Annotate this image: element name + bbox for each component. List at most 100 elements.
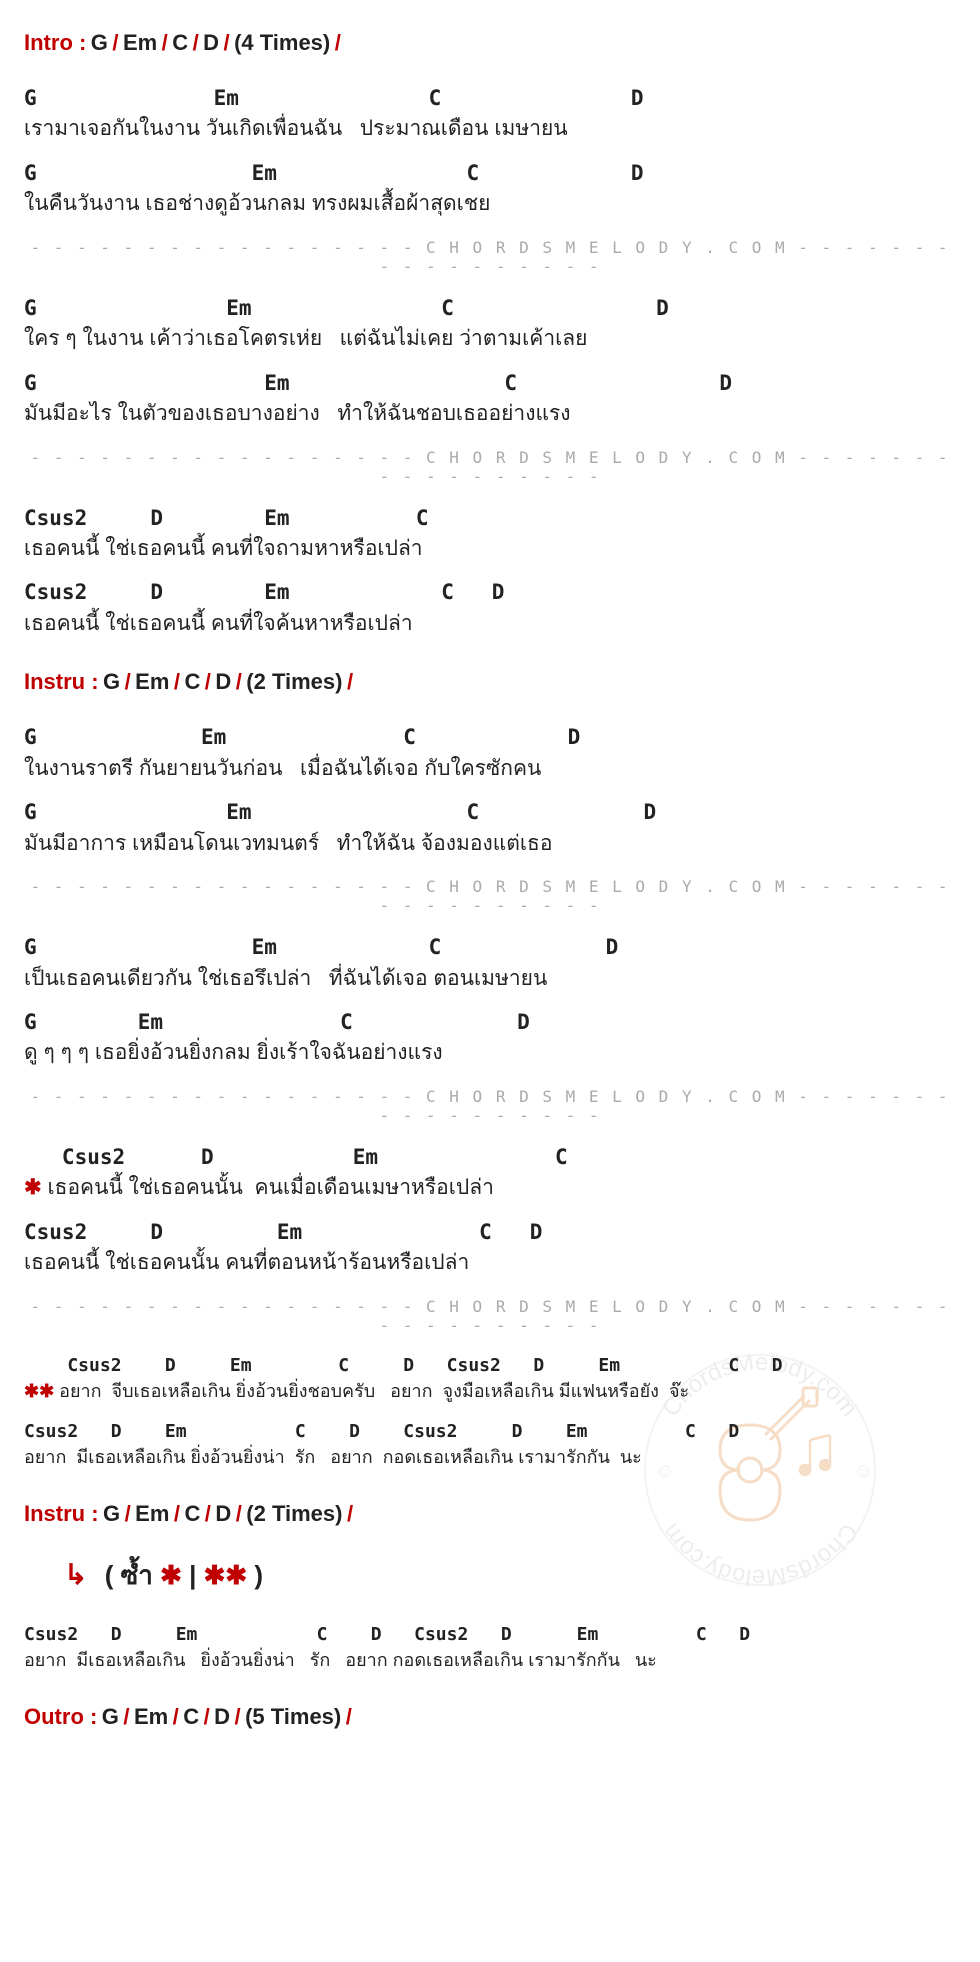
repeat-star2: ✱✱ [204,1560,248,1590]
intro-chord-6: D [203,30,219,55]
verse1-lyric-0: เรามาเจอกันในงาน วันเกิดเพื่อนฉัน ประมาณ… [24,113,956,145]
verse4-chords-0: G Em C D [24,933,956,962]
verse3-block: G Em C D ในงานราตรี กันยายนวันก่อน เมื่อ… [24,723,956,859]
repeat-section: ↳ ( ซ้ำ ✱ | ✱✱ ) [64,1555,956,1596]
instru1-chord-4: C [184,669,200,694]
final-block: Csus2 D Em C D Csus2 D Em C D อยาก มีเธอ… [24,1622,956,1674]
intro-slash-9: / [335,30,341,55]
outro-chord-0: G [102,1704,119,1729]
intro-chord-8: (4 Times) [234,30,330,55]
verse4-lyric-0: เป็นเธอคนเดียวกัน ใช่เธอรึเปล่า ที่ฉันได… [24,963,956,995]
outro-chord-8: (5 Times) [245,1704,341,1729]
repeat-star1: ✱ [160,1560,182,1590]
divider-2: - - - - - - - - - - - - - - - - - C H O … [24,448,956,486]
instru1-slash-9: / [347,669,353,694]
instru2-chord-8: (2 Times) [246,1501,342,1526]
intro-section: Intro : G / Em / C / D / (4 Times) / [24,30,956,56]
verse2-chords-0: G Em C D [24,294,956,323]
repeat-pipe: | [189,1560,204,1590]
intro-slash-1: / [112,30,118,55]
outro-slash-5: / [204,1704,210,1729]
outro-slash-1: / [123,1704,129,1729]
prechorus1-chords-1: Csus2 D Em C D [24,578,956,607]
verse1-chords-0: G Em C D [24,84,956,113]
instru1-chord-8: (2 Times) [246,669,342,694]
chorus1-chords-0: Csus2 D Em C [24,1143,956,1172]
intro-chord-2: Em [123,30,157,55]
intro-chord-0: G [91,30,108,55]
outro-chord-4: C [183,1704,199,1729]
verse2-chords-1: G Em C D [24,369,956,398]
instru2-slash-7: / [236,1501,242,1526]
verse4-lyric-1: ดู ๆ ๆ ๆ เธอยิ่งอ้วนยิ่งกลม ยิ่งเร้าใจฉั… [24,1037,956,1069]
instru2-slash-1: / [125,1501,131,1526]
intro-chord-4: C [172,30,188,55]
intro-slash-7: / [223,30,229,55]
intro-slash-5: / [193,30,199,55]
chorus2-lyric-text-0: อยาก จีบเธอเหลือเกิน ยิ่งอ้วนยิ่งชอบครับ… [54,1381,689,1401]
star-icon-1: ✱ [24,1176,42,1199]
verse2-block: G Em C D ใคร ๆ ในงาน เค้าว่าเธอโคตรเห่ย … [24,294,956,430]
chorus2-lyric-0: ✱✱ อยาก จีบเธอเหลือเกิน ยิ่งอ้วนยิ่งชอบค… [24,1378,956,1405]
outro-section: Outro : G / Em / C / D / (5 Times) / [24,1704,956,1730]
verse4-chords-1: G Em C D [24,1008,956,1037]
final-chords-0: Csus2 D Em C D Csus2 D Em C D [24,1622,956,1647]
outro-slash-9: / [346,1704,352,1729]
verse1-block: G Em C D เรามาเจอกันในงาน วันเกิดเพื่อนฉ… [24,84,956,220]
verse2-lyric-1: มันมีอะไร ในตัวของเธอบางอย่าง ทำให้ฉันชอ… [24,398,956,430]
outro-label: Outro : [24,1704,97,1729]
chorus2-lyric-1: อยาก มีเธอเหลือเกิน ยิ่งอ้วนยิ่งน่า รัก … [24,1444,956,1471]
repeat-arrow-icon: ↳ [64,1558,87,1591]
instru1-chord-2: Em [135,669,169,694]
prechorus1-lyric-0: เธอคนนี้ ใช่เธอคนนี้ คนที่ใจถามหาหรือเปล… [24,533,956,565]
prechorus1-block: Csus2 D Em C เธอคนนี้ ใช่เธอคนนี้ คนที่ใ… [24,504,956,640]
divider-4: - - - - - - - - - - - - - - - - - C H O … [24,1087,956,1125]
verse2-lyric-0: ใคร ๆ ในงาน เค้าว่าเธอโคตรเห่ย แต่ฉันไม่… [24,323,956,355]
chorus1-lyric-1: เธอคนนี้ ใช่เธอคนนั้น คนที่ตอนหน้าร้อนหร… [24,1247,956,1279]
outro-slash-3: / [173,1704,179,1729]
verse1-lyric-1: ในคืนวันงาน เธอช่างดูอ้วนกลม ทรงผมเสื้อผ… [24,188,956,220]
divider-3: - - - - - - - - - - - - - - - - - C H O … [24,877,956,915]
intro-slash-3: / [162,30,168,55]
verse3-lyric-0: ในงานราตรี กันยายนวันก่อน เมื่อฉันได้เจอ… [24,753,956,785]
instru2-section: Instru : G / Em / C / D / (2 Times) / [24,1501,956,1527]
instru1-slash-5: / [205,669,211,694]
instru2-chord-2: Em [135,1501,169,1526]
divider-1: - - - - - - - - - - - - - - - - - C H O … [24,238,956,276]
chorus2-chords-1: Csus2 D Em C D Csus2 D Em C D [24,1419,956,1444]
chorus1-block: Csus2 D Em C ✱ เธอคนนี้ ใช่เธอคนนั้น คนเ… [24,1143,956,1279]
chorus1-lyric-text-0: เธอคนนี้ ใช่เธอคนนั้น คนเมื่อเดือนเมษาหร… [42,1176,494,1199]
divider-5: - - - - - - - - - - - - - - - - - C H O … [24,1297,956,1335]
instru1-chord-0: G [103,669,120,694]
instru2-chord-0: G [103,1501,120,1526]
instru1-chord-6: D [215,669,231,694]
instru1-slash-3: / [174,669,180,694]
final-lyric-0: อยาก มีเธอเหลือเกิน ยิ่งอ้วนยิ่งน่า รัก … [24,1647,956,1674]
verse1-chords-1: G Em C D [24,159,956,188]
chorus1-lyric-0: ✱ เธอคนนี้ ใช่เธอคนนั้น คนเมื่อเดือนเมษา… [24,1172,956,1204]
verse3-chords-1: G Em C D [24,798,956,827]
instru2-chord-4: C [184,1501,200,1526]
prechorus1-chords-0: Csus2 D Em C [24,504,956,533]
instru1-slash-1: / [125,669,131,694]
verse3-chords-0: G Em C D [24,723,956,752]
intro-label: Intro : [24,30,86,55]
repeat-open: ( ซ้ำ [105,1560,153,1590]
outro-slash-7: / [234,1704,240,1729]
repeat-close: ) [254,1560,263,1590]
chorus2-block: Csus2 D Em C D Csus2 D Em C D ✱✱ อยาก จี… [24,1353,956,1471]
prechorus1-lyric-1: เธอคนนี้ ใช่เธอคนนี้ คนที่ใจค้นหาหรือเปล… [24,608,956,640]
instru2-slash-5: / [205,1501,211,1526]
instru2-chord-6: D [215,1501,231,1526]
verse3-lyric-1: มันมีอาการ เหมือนโดนเวทมนตร์ ทำให้ฉัน จ้… [24,828,956,860]
instru2-label: Instru : [24,1501,99,1526]
instru1-label: Instru : [24,669,99,694]
instru2-slash-3: / [174,1501,180,1526]
star-icon-2: ✱✱ [24,1381,54,1401]
instru1-slash-7: / [236,669,242,694]
instru2-slash-9: / [347,1501,353,1526]
chorus1-chords-1: Csus2 D Em C D [24,1218,956,1247]
outro-chord-2: Em [134,1704,168,1729]
chorus2-chords-0: Csus2 D Em C D Csus2 D Em C D [24,1353,956,1378]
outro-chord-6: D [214,1704,230,1729]
